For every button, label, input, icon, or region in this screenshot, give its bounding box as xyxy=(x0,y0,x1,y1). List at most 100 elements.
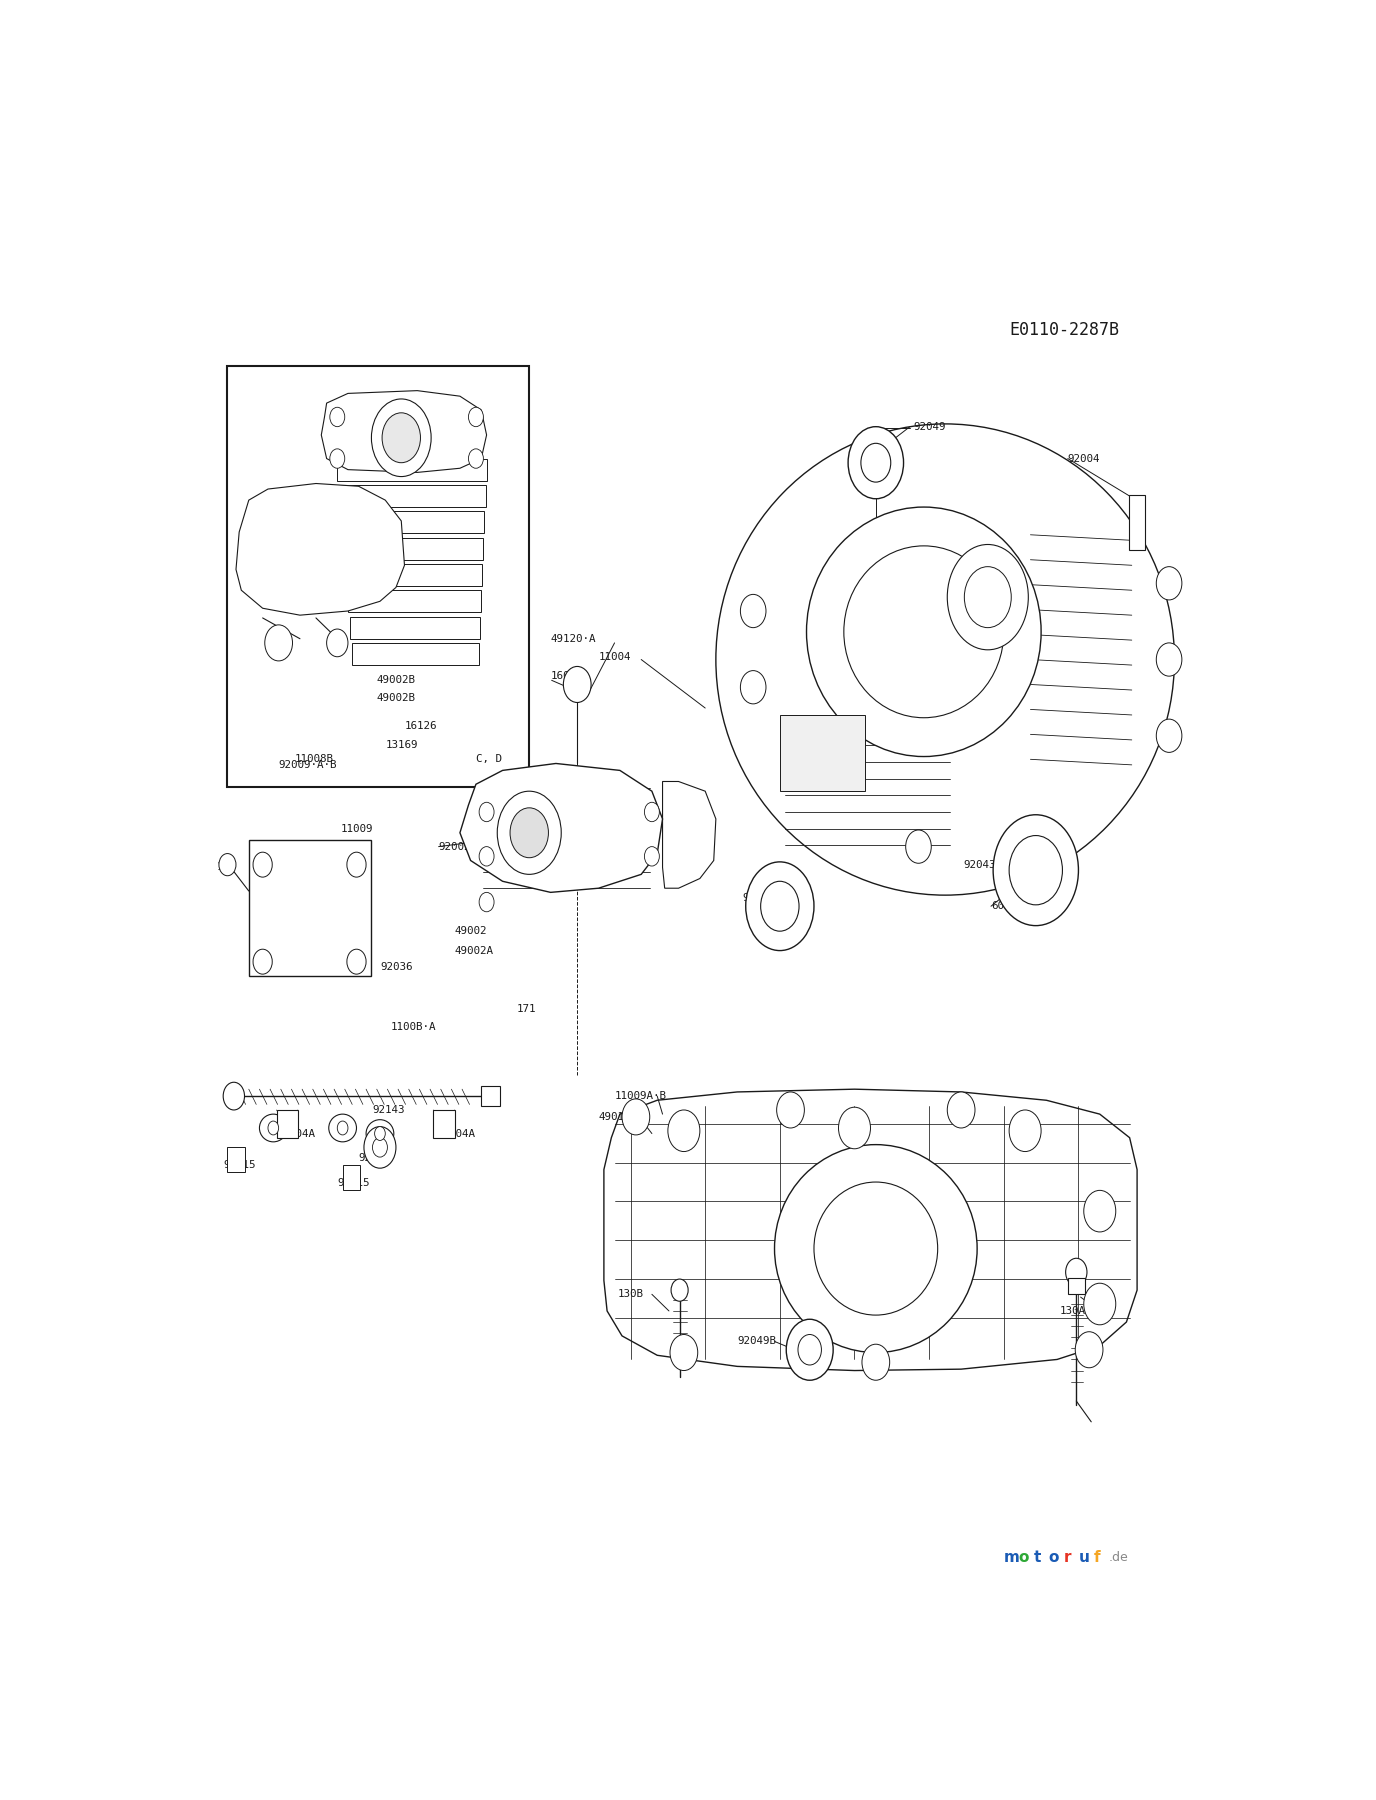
Text: 92015: 92015 xyxy=(337,1179,370,1188)
Text: 92043A: 92043A xyxy=(743,893,782,904)
Bar xyxy=(780,715,866,792)
Ellipse shape xyxy=(815,1183,937,1316)
Ellipse shape xyxy=(1156,567,1182,599)
Text: 49015: 49015 xyxy=(599,1112,632,1121)
Bar xyxy=(227,365,530,787)
Polygon shape xyxy=(340,484,486,508)
Text: 11009A·B: 11009A·B xyxy=(615,1091,666,1102)
Ellipse shape xyxy=(268,1121,278,1136)
Text: t: t xyxy=(1033,1550,1042,1566)
Ellipse shape xyxy=(798,1334,821,1364)
Text: 92049B: 92049B xyxy=(738,1336,776,1346)
Text: 49002B: 49002B xyxy=(377,675,416,686)
Bar xyxy=(277,1111,297,1138)
Polygon shape xyxy=(1128,495,1145,551)
Ellipse shape xyxy=(329,1114,356,1141)
Polygon shape xyxy=(350,617,480,639)
Ellipse shape xyxy=(775,1145,977,1352)
Ellipse shape xyxy=(806,508,1042,756)
Polygon shape xyxy=(348,590,482,612)
Ellipse shape xyxy=(861,443,890,482)
Text: 92143: 92143 xyxy=(373,1105,405,1114)
Ellipse shape xyxy=(372,400,431,477)
Ellipse shape xyxy=(947,1093,976,1129)
Ellipse shape xyxy=(761,882,799,931)
Ellipse shape xyxy=(861,1345,890,1381)
Ellipse shape xyxy=(497,792,561,875)
Text: 601: 601 xyxy=(991,902,1010,911)
Polygon shape xyxy=(337,459,487,481)
Text: o: o xyxy=(1049,1550,1060,1566)
Ellipse shape xyxy=(670,1334,698,1370)
Ellipse shape xyxy=(510,808,549,859)
Ellipse shape xyxy=(326,628,348,657)
Text: 130A: 130A xyxy=(1060,1307,1086,1316)
Text: 92004A: 92004A xyxy=(436,1129,476,1139)
Text: r: r xyxy=(1064,1550,1071,1566)
Text: 16087: 16087 xyxy=(550,671,583,680)
Ellipse shape xyxy=(337,1121,348,1136)
Polygon shape xyxy=(663,781,716,887)
Ellipse shape xyxy=(1009,1111,1042,1152)
Polygon shape xyxy=(237,484,405,616)
Text: 11009: 11009 xyxy=(340,824,373,833)
Text: 92036: 92036 xyxy=(380,963,413,972)
Ellipse shape xyxy=(740,671,766,704)
Text: u: u xyxy=(1079,1550,1090,1566)
Ellipse shape xyxy=(644,803,659,821)
Polygon shape xyxy=(341,511,484,533)
Ellipse shape xyxy=(671,1280,688,1301)
Ellipse shape xyxy=(468,448,483,468)
Text: .de: .de xyxy=(1108,1552,1128,1564)
Polygon shape xyxy=(322,391,487,472)
Text: 130: 130 xyxy=(217,862,237,873)
Text: 92015: 92015 xyxy=(223,1161,256,1170)
Bar xyxy=(1068,1278,1084,1294)
Text: o: o xyxy=(1018,1550,1029,1566)
Ellipse shape xyxy=(1075,1332,1104,1368)
Polygon shape xyxy=(344,538,483,560)
Polygon shape xyxy=(460,763,663,893)
Text: 92004: 92004 xyxy=(1068,454,1101,464)
Ellipse shape xyxy=(786,1319,834,1381)
Ellipse shape xyxy=(330,407,345,427)
Ellipse shape xyxy=(905,830,932,864)
Text: m: m xyxy=(1004,1550,1020,1566)
Text: 49120·A: 49120·A xyxy=(550,634,596,644)
Ellipse shape xyxy=(776,1093,805,1129)
Ellipse shape xyxy=(479,846,494,866)
Text: 49002A: 49002A xyxy=(454,945,494,956)
Ellipse shape xyxy=(373,1138,388,1157)
Text: 13169: 13169 xyxy=(385,740,418,751)
Text: 130B: 130B xyxy=(618,1289,644,1300)
Ellipse shape xyxy=(947,544,1028,650)
Ellipse shape xyxy=(1084,1190,1116,1231)
Ellipse shape xyxy=(374,1127,385,1141)
Text: 11022: 11022 xyxy=(305,844,337,855)
Text: 92002: 92002 xyxy=(439,842,471,851)
Ellipse shape xyxy=(347,949,366,974)
Text: 92043: 92043 xyxy=(963,860,996,869)
Ellipse shape xyxy=(468,407,483,427)
Ellipse shape xyxy=(746,862,815,950)
Ellipse shape xyxy=(223,1082,245,1111)
Polygon shape xyxy=(352,643,479,664)
Ellipse shape xyxy=(667,1111,700,1152)
Polygon shape xyxy=(343,1165,359,1190)
Ellipse shape xyxy=(347,851,366,877)
Text: 49002: 49002 xyxy=(454,927,487,936)
Ellipse shape xyxy=(479,803,494,821)
Ellipse shape xyxy=(965,567,1011,628)
Text: 49002B: 49002B xyxy=(377,693,416,704)
Ellipse shape xyxy=(383,412,421,463)
Ellipse shape xyxy=(622,1098,649,1136)
Ellipse shape xyxy=(1156,720,1182,752)
Ellipse shape xyxy=(740,594,766,628)
Text: 92009·A·B: 92009·A·B xyxy=(278,760,337,770)
Ellipse shape xyxy=(479,893,494,913)
Ellipse shape xyxy=(363,1127,396,1168)
Ellipse shape xyxy=(366,1120,394,1147)
Ellipse shape xyxy=(843,545,1004,718)
Ellipse shape xyxy=(1065,1258,1087,1285)
Text: 11004: 11004 xyxy=(599,652,632,662)
